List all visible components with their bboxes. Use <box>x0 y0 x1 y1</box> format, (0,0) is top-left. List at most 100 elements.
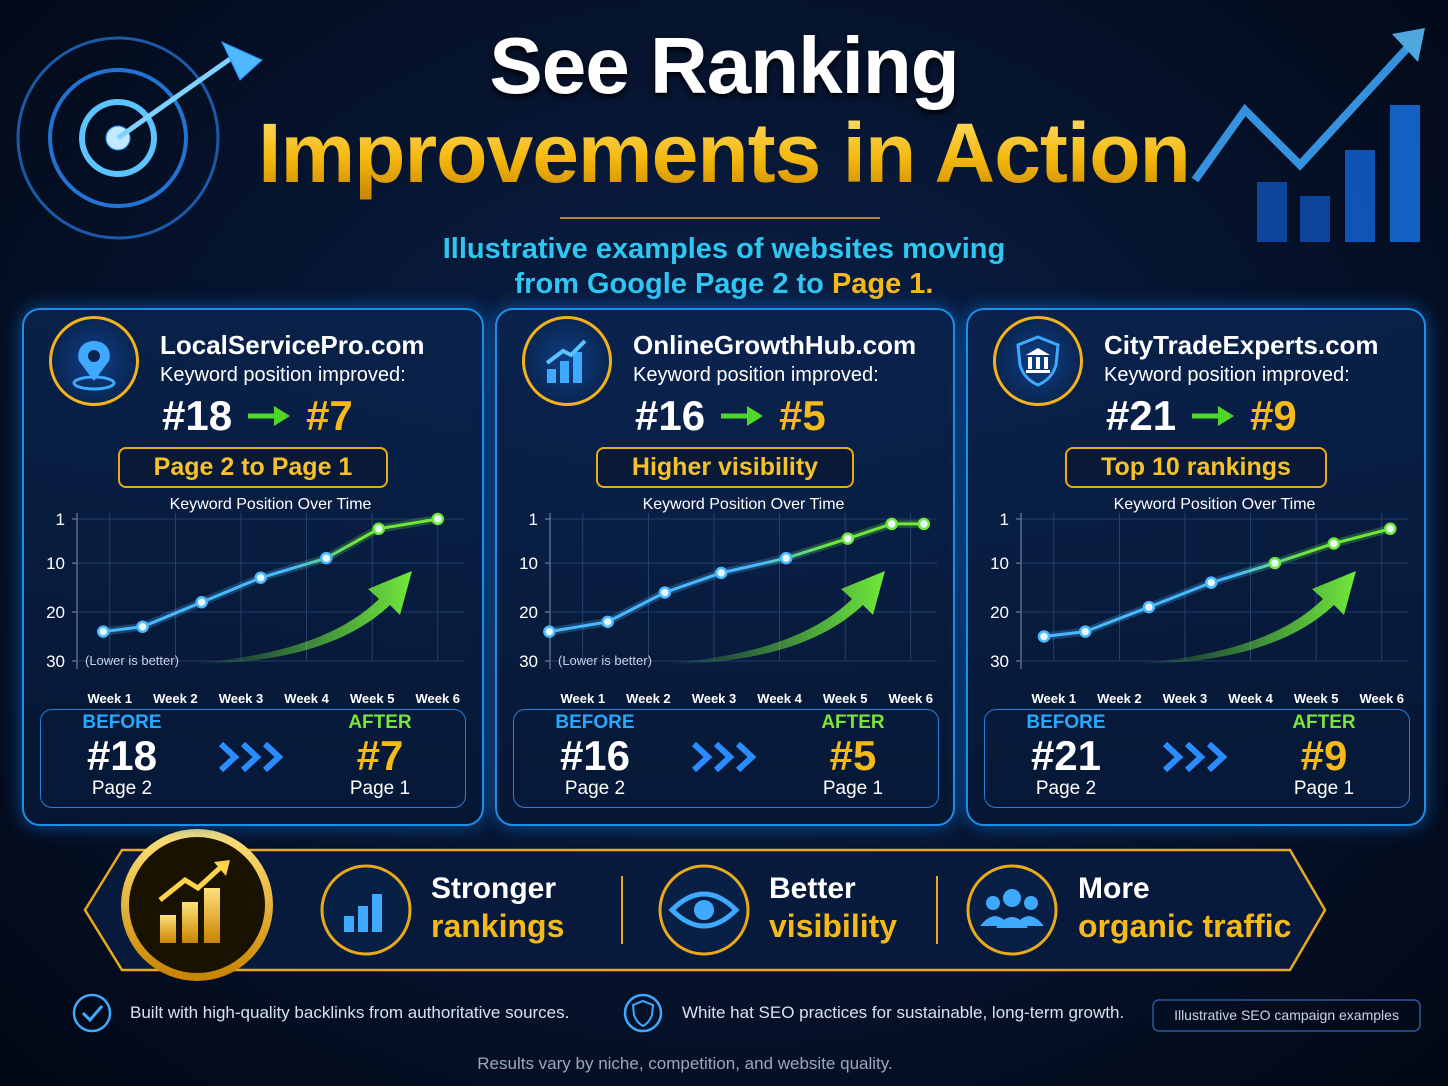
data-point <box>195 595 208 609</box>
before-col: BEFORE #21 Page 2 <box>986 712 1146 800</box>
after-rank: #9 <box>1300 732 1348 779</box>
keyword-label: Keyword position improved: <box>160 364 406 386</box>
before-page: Page 2 <box>564 778 626 799</box>
y-tick-label: 1 <box>529 510 538 529</box>
x-tick-label: Week 3 <box>1163 691 1208 705</box>
x-tick-label: Week 2 <box>153 691 198 705</box>
before-col: BEFORE #16 Page 2 <box>515 712 675 800</box>
after-label: AFTER <box>821 712 885 733</box>
chart-title: Keyword Position Over Time <box>643 496 845 513</box>
x-tick-label: Week 6 <box>888 691 933 705</box>
rank-change: #18 #7 <box>162 392 353 440</box>
icon-graphic <box>1016 335 1060 387</box>
rank-from: #21 <box>1106 392 1177 439</box>
benefit-title: Better <box>769 872 856 905</box>
site-card: OnlineGrowthHub.com Keyword position imp… <box>495 308 955 826</box>
data-point <box>320 551 333 565</box>
y-tick-label: 30 <box>519 652 538 671</box>
subtitle: Illustrative examples of websites moving <box>442 233 1006 265</box>
glow-line <box>548 519 924 636</box>
data-point <box>917 517 931 531</box>
y-tick-label: 30 <box>46 652 65 671</box>
data-point <box>96 625 110 638</box>
y-tick-label: 1 <box>56 510 65 529</box>
after-rank: #7 <box>356 732 404 779</box>
benefit-text: visibility <box>769 908 898 944</box>
rank-arrow <box>1192 406 1235 426</box>
ranking-line <box>549 522 924 634</box>
after-label: AFTER <box>348 712 412 733</box>
data-point <box>885 517 898 531</box>
data-point <box>779 551 793 565</box>
subtitle-highlight: Page 1. <box>831 268 934 300</box>
icon-graphic <box>72 341 116 391</box>
disclaimer: Results vary by niche, competition, and … <box>477 1054 893 1073</box>
rank-change: #21 #9 <box>1106 392 1297 440</box>
after-col: AFTER #5 Page 1 <box>773 712 933 800</box>
y-tick-label: 10 <box>519 554 538 573</box>
x-tick-label: Week 4 <box>1228 691 1273 705</box>
title-line: Improvements in Action <box>258 106 1191 200</box>
title: See Ranking <box>489 21 959 110</box>
before-after: BEFORE #16 Page 2 AFTER #5 Page 1 <box>513 709 939 808</box>
x-tick-label: Week 5 <box>823 691 868 705</box>
y-tick-label: 20 <box>46 603 65 622</box>
trend-arrow <box>1138 571 1356 664</box>
after-col: AFTER #7 Page 1 <box>300 712 460 800</box>
line-chart: Keyword Position Over Time 1 10 20 30 Week 1 W… <box>519 496 937 705</box>
badge-wrap: Higher visibility <box>497 447 953 488</box>
before-label: BEFORE <box>1026 712 1106 733</box>
x-tick-label: Week 3 <box>219 691 264 705</box>
rank-from: #16 <box>635 392 706 439</box>
x-tick-label: Week 5 <box>350 691 395 705</box>
before-rank: #16 <box>559 732 631 779</box>
data-point <box>1079 625 1092 638</box>
keyword-label: Keyword position improved: <box>633 364 879 386</box>
subtitle-text: from Google Page 2 to <box>514 268 824 300</box>
after-rank: #5 <box>829 732 877 779</box>
data-point <box>1204 576 1218 589</box>
x-tick-label: Week 4 <box>284 691 329 705</box>
rank-to: #5 <box>779 392 826 439</box>
rank-arrow <box>248 406 291 426</box>
keyword-label: Keyword position improved: <box>1104 364 1350 386</box>
data-point <box>1327 537 1341 550</box>
before-after: BEFORE #18 Page 2 AFTER #7 Page 1 <box>40 709 466 808</box>
chart-title: Keyword Position Over Time <box>1114 496 1316 513</box>
chevrons <box>691 741 757 773</box>
badge-wrap: Page 2 to Page 1 <box>24 447 482 488</box>
growth-graphic <box>1191 28 1425 242</box>
note-icons <box>72 993 1421 1033</box>
line-chart: Keyword Position Over Time 1 10 20 30 Week 1 W… <box>990 496 1408 705</box>
before-rank: #18 <box>86 732 158 779</box>
benefit-text: organic traffic <box>1078 908 1292 944</box>
y-tick-label: 30 <box>990 652 1009 671</box>
x-tick-label: Week 1 <box>1032 691 1077 705</box>
rank-change: #16 #5 <box>635 392 826 440</box>
annotation: (Lower is better) <box>85 653 179 668</box>
subtitle: from Google Page 2 to Page 1. <box>0 268 1448 301</box>
before-page: Page 2 <box>1035 778 1097 799</box>
data-point <box>714 566 728 580</box>
badge-wrap: Top 10 rankings <box>968 447 1424 488</box>
data-point <box>1037 630 1051 643</box>
data-point <box>543 625 556 638</box>
data-point <box>431 512 445 526</box>
y-tick-label: 20 <box>990 603 1009 622</box>
y-tick-label: 10 <box>990 554 1009 573</box>
y-tick-label: 10 <box>46 554 65 573</box>
badge: Top 10 rankings <box>1065 447 1327 488</box>
data-point <box>1142 600 1156 614</box>
data-point <box>372 522 385 536</box>
benefit-title: More <box>1078 872 1150 905</box>
rank-arrow <box>721 406 764 426</box>
x-tick-label: Week 5 <box>1294 691 1339 705</box>
after-page: Page 1 <box>822 778 884 799</box>
before-after: BEFORE #21 Page 2 AFTER #9 Page 1 <box>984 709 1410 808</box>
after-label: AFTER <box>1292 712 1356 733</box>
site-card: LocalServicePro.com Keyword position imp… <box>22 308 484 826</box>
line-chart: Keyword Position Over Time 1 10 20 30 Week 1 W… <box>46 496 464 705</box>
chart-title: Keyword Position Over Time <box>170 496 372 513</box>
